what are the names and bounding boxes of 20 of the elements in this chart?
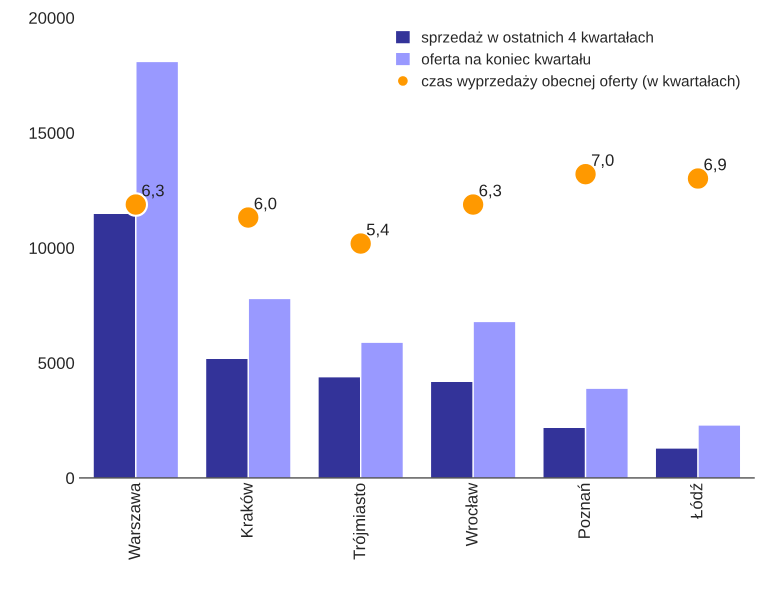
data-label: 5,4 [366, 224, 389, 238]
y-tick-label: 5000 [38, 357, 74, 370]
x-tick-label: Wrocław [465, 482, 478, 546]
data-label: 6,3 [480, 184, 502, 198]
data-label: 6,3 [142, 184, 164, 198]
x-tick-label: Kraków [240, 482, 253, 537]
x-tick-label: Warszawa [128, 482, 140, 560]
x-tick-label: Poznań [578, 484, 590, 538]
x-tick-label: Łódź [690, 484, 702, 519]
data-label: 6,9 [704, 158, 726, 172]
data-label: 6,0 [254, 198, 276, 212]
legend-label: oferta na koniec kwartału [422, 53, 590, 65]
y-tick-label: 20000 [29, 12, 74, 24]
legend-label: sprzedaż w ostatnich 4 kwartałach [422, 31, 653, 46]
x-tick-label: Trójmiasto [352, 483, 369, 560]
y-tick-label: 0 [66, 472, 74, 484]
y-tick-label: 15000 [30, 127, 74, 139]
legend-label: czas wyprzedaży obecnej oferty (w kwartałach) [422, 75, 740, 90]
y-tick-label: 10000 [30, 242, 74, 254]
data-label: 7,0 [592, 154, 614, 168]
